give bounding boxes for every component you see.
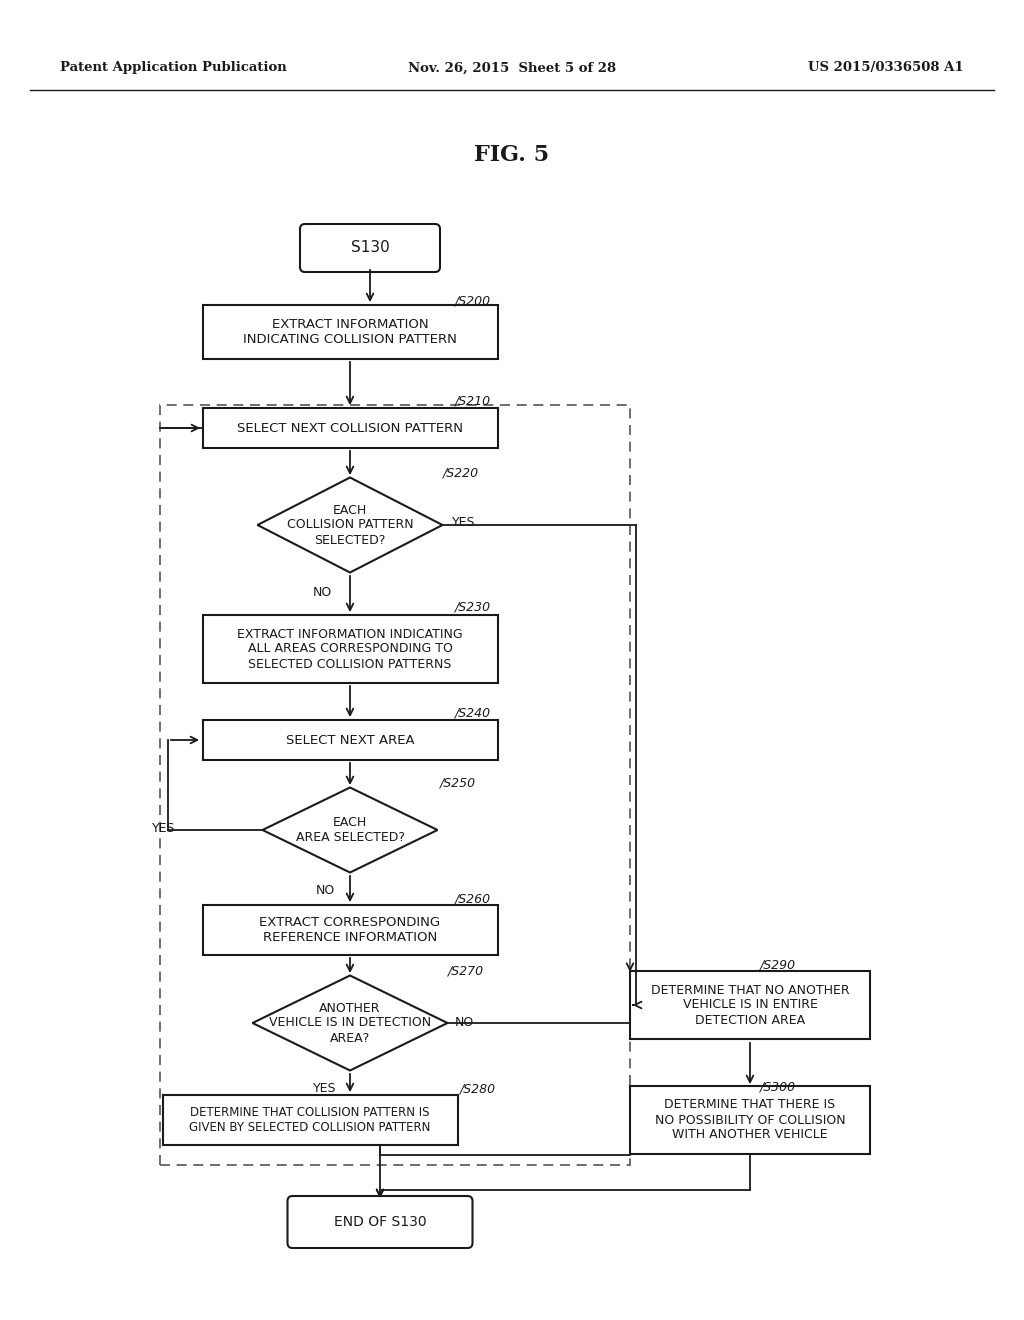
Text: /S240: /S240 [455, 706, 492, 719]
Text: /S270: /S270 [449, 965, 484, 978]
Text: EXTRACT INFORMATION
INDICATING COLLISION PATTERN: EXTRACT INFORMATION INDICATING COLLISION… [243, 318, 457, 346]
Text: FIG. 5: FIG. 5 [474, 144, 550, 166]
Text: NO: NO [455, 1015, 474, 1028]
Text: SELECT NEXT COLLISION PATTERN: SELECT NEXT COLLISION PATTERN [237, 421, 463, 434]
Text: Patent Application Publication: Patent Application Publication [60, 62, 287, 74]
Bar [203, 719, 498, 760]
Text: /S210: /S210 [455, 393, 492, 407]
Bar [630, 1086, 870, 1154]
Bar [160, 405, 630, 1166]
Text: DETERMINE THAT THERE IS
NO POSSIBILITY OF COLLISION
WITH ANOTHER VEHICLE: DETERMINE THAT THERE IS NO POSSIBILITY O… [654, 1098, 846, 1142]
Text: /S300: /S300 [760, 1081, 796, 1094]
Text: /S230: /S230 [455, 601, 492, 614]
Text: EXTRACT INFORMATION INDICATING
ALL AREAS CORRESPONDING TO
SELECTED COLLISION PAT: EXTRACT INFORMATION INDICATING ALL AREAS… [238, 627, 463, 671]
Bar [203, 408, 498, 447]
Text: US 2015/0336508 A1: US 2015/0336508 A1 [808, 62, 964, 74]
Polygon shape [257, 478, 442, 573]
Text: /S200: /S200 [455, 294, 492, 308]
Bar [203, 906, 498, 954]
Text: NO: NO [315, 884, 335, 898]
Bar [630, 972, 870, 1039]
Text: YES: YES [152, 821, 175, 834]
Text: YES: YES [452, 516, 475, 528]
Text: /S260: /S260 [455, 892, 492, 906]
Text: YES: YES [313, 1081, 337, 1094]
Text: /S250: /S250 [440, 776, 476, 789]
Text: DETERMINE THAT COLLISION PATTERN IS
GIVEN BY SELECTED COLLISION PATTERN: DETERMINE THAT COLLISION PATTERN IS GIVE… [189, 1106, 431, 1134]
Text: DETERMINE THAT NO ANOTHER
VEHICLE IS IN ENTIRE
DETECTION AREA: DETERMINE THAT NO ANOTHER VEHICLE IS IN … [650, 983, 849, 1027]
Text: /S280: /S280 [460, 1082, 496, 1096]
Text: /S220: /S220 [443, 467, 479, 480]
Text: S130: S130 [350, 240, 389, 256]
Text: NO: NO [312, 586, 332, 598]
FancyBboxPatch shape [288, 1196, 472, 1247]
Bar [163, 1096, 458, 1144]
Text: EXTRACT CORRESPONDING
REFERENCE INFORMATION: EXTRACT CORRESPONDING REFERENCE INFORMAT… [259, 916, 440, 944]
FancyBboxPatch shape [300, 224, 440, 272]
Text: EACH
COLLISION PATTERN
SELECTED?: EACH COLLISION PATTERN SELECTED? [287, 503, 414, 546]
Text: ANOTHER
VEHICLE IS IN DETECTION
AREA?: ANOTHER VEHICLE IS IN DETECTION AREA? [269, 1002, 431, 1044]
Polygon shape [253, 975, 447, 1071]
Text: SELECT NEXT AREA: SELECT NEXT AREA [286, 734, 415, 747]
Bar [203, 615, 498, 682]
Text: EACH
AREA SELECTED?: EACH AREA SELECTED? [296, 816, 404, 843]
Text: END OF S130: END OF S130 [334, 1214, 426, 1229]
Text: Nov. 26, 2015  Sheet 5 of 28: Nov. 26, 2015 Sheet 5 of 28 [408, 62, 616, 74]
Polygon shape [262, 788, 437, 873]
Bar [203, 305, 498, 359]
Text: /S290: /S290 [760, 960, 796, 972]
